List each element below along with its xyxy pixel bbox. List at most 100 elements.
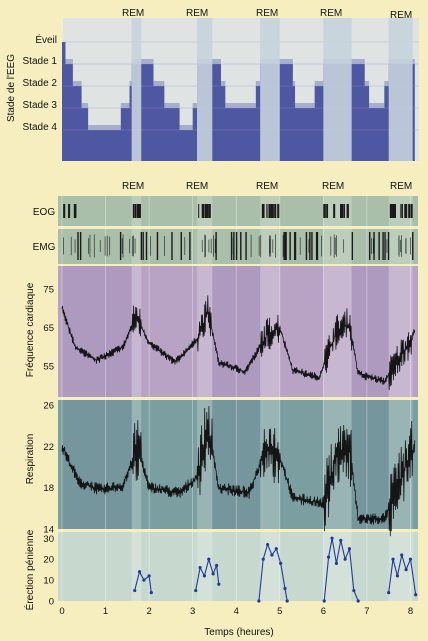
hypnogram-step <box>225 103 256 108</box>
rem-band <box>260 532 280 601</box>
rem-band <box>388 266 413 397</box>
y-tick-label: 75 <box>43 285 54 296</box>
rem-label: REM <box>322 181 344 192</box>
cycle-band <box>62 400 132 529</box>
rem-band <box>131 266 142 397</box>
cycle-band <box>212 266 261 397</box>
erection-point <box>133 588 137 593</box>
grid-layer <box>61 196 411 601</box>
hypnogram-step <box>295 103 315 108</box>
rem-band <box>197 18 213 161</box>
rem-label: REM <box>186 8 208 19</box>
rem-band <box>323 18 352 161</box>
rem-band <box>197 532 213 601</box>
x-tick-label: 0 <box>59 606 64 617</box>
rem-band <box>131 229 142 264</box>
rem-band <box>131 18 142 161</box>
eog-emg-events-layer <box>63 204 414 260</box>
erection-line <box>258 542 288 602</box>
x-tick-label: 4 <box>234 606 239 617</box>
rem-label: REM <box>256 181 278 192</box>
x-tick-label: 6 <box>321 606 326 617</box>
rem-band <box>323 229 352 264</box>
emg-panel <box>58 229 418 264</box>
rem-label: REM <box>320 8 342 19</box>
erection-point <box>347 547 352 551</box>
hypnogram-step <box>212 59 221 64</box>
hypnogram-step <box>220 81 226 86</box>
x-tick-labels: 0 1 2 3 4 5 6 7 8 <box>59 606 413 617</box>
erection-point <box>265 542 270 547</box>
rem-band <box>131 196 142 226</box>
cycle-band <box>351 400 389 529</box>
hypnogram-ylabel: Stade de l'EEG <box>6 54 17 122</box>
hypnogram-step <box>88 125 121 130</box>
erection-point <box>285 599 289 603</box>
rem-band <box>131 532 142 601</box>
erection-ylabel: Érection pénienne <box>23 529 36 610</box>
erection-point <box>414 593 418 597</box>
rem-label: REM <box>122 181 144 192</box>
rem-band <box>260 18 280 161</box>
erection-point <box>198 565 202 570</box>
erection-point <box>326 555 331 559</box>
y-tick-label: 26 <box>43 401 54 412</box>
hypnogram-step <box>164 103 180 108</box>
signal-lines-layer <box>61 295 418 603</box>
rem-label: REM <box>122 8 144 19</box>
y-tick-label: 20 <box>43 555 54 566</box>
eog-panel <box>58 196 418 226</box>
erection-point <box>149 591 153 595</box>
cycle-band <box>62 266 132 397</box>
y-tick-label: 22 <box>43 442 54 453</box>
erection-point <box>343 557 347 561</box>
erection-point <box>261 557 265 561</box>
y-tick-label: 65 <box>43 323 54 334</box>
erection-point <box>194 588 198 593</box>
erection-panel <box>58 532 418 601</box>
hypnogram-step <box>364 81 370 86</box>
rem-labels-top: REM REM REM REM REM <box>122 8 412 21</box>
rem-band <box>388 18 413 161</box>
rem-labels-middle: REM REM REM REM REM <box>122 181 412 192</box>
rem-shading-layer <box>62 18 413 601</box>
cycle-band <box>212 400 261 529</box>
erection-point <box>339 538 343 542</box>
rem-label: REM <box>186 181 208 192</box>
hypnogram-step <box>279 59 293 64</box>
hypnogram-step <box>81 103 89 108</box>
rem-band <box>388 532 413 601</box>
erection-point <box>334 561 339 565</box>
erection-point <box>215 563 219 568</box>
x-tick-label: 3 <box>190 606 195 617</box>
erection-point <box>137 570 142 574</box>
rem-band <box>260 400 280 529</box>
erection-point <box>142 578 146 582</box>
erection-point <box>270 553 274 557</box>
rem-band <box>388 229 413 264</box>
eog-label: EOG <box>33 207 55 218</box>
erection-point <box>211 572 215 576</box>
erection-point <box>408 557 413 561</box>
emg-label: EMG <box>33 242 56 253</box>
erection-point <box>356 599 360 603</box>
erection-point <box>352 588 356 593</box>
heart-rate-line <box>61 295 416 391</box>
y-tick-label: 18 <box>43 483 54 494</box>
erection-point <box>395 574 399 578</box>
hypnogram-step <box>179 125 193 130</box>
rem-label: REM <box>390 181 412 192</box>
hypnogram-step <box>314 81 324 86</box>
hypnogram-step <box>65 59 73 64</box>
x-tick-label: 2 <box>146 606 151 617</box>
y-tick-label: 10 <box>43 576 54 587</box>
erection-point <box>330 536 334 540</box>
erection-point <box>257 599 261 603</box>
erection-point <box>404 568 408 572</box>
x-tick-label: 1 <box>103 606 108 617</box>
rem-label: REM <box>256 8 278 19</box>
heart-ylabel: Fréquence cardiaque <box>25 282 36 377</box>
hypnogram-step <box>72 81 82 86</box>
